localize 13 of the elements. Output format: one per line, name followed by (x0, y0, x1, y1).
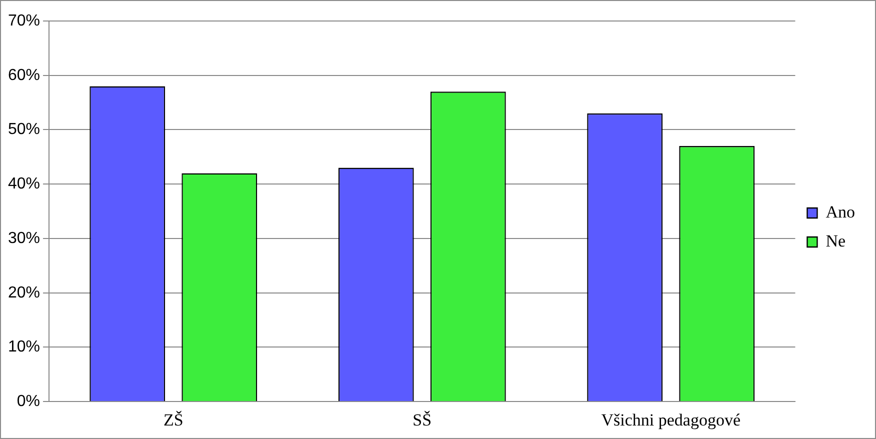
legend-label: Ano (826, 202, 856, 222)
y-tick-label: 30% (8, 230, 40, 247)
y-tick-label: 40% (8, 176, 40, 193)
x-tick-label: SŠ (412, 410, 432, 430)
y-tick-label: 0% (16, 393, 40, 410)
x-tick-label: Všichni pedagogové (601, 410, 740, 430)
x-tick-label: ZŠ (163, 410, 184, 430)
y-tick-label: 10% (8, 338, 40, 356)
y-tick-label: 70% (8, 12, 40, 30)
y-tick-label: 50% (8, 121, 40, 138)
legend-label: Ne (826, 231, 846, 250)
y-tick-label: 60% (8, 66, 40, 84)
y-tick-label: 20% (8, 284, 40, 302)
